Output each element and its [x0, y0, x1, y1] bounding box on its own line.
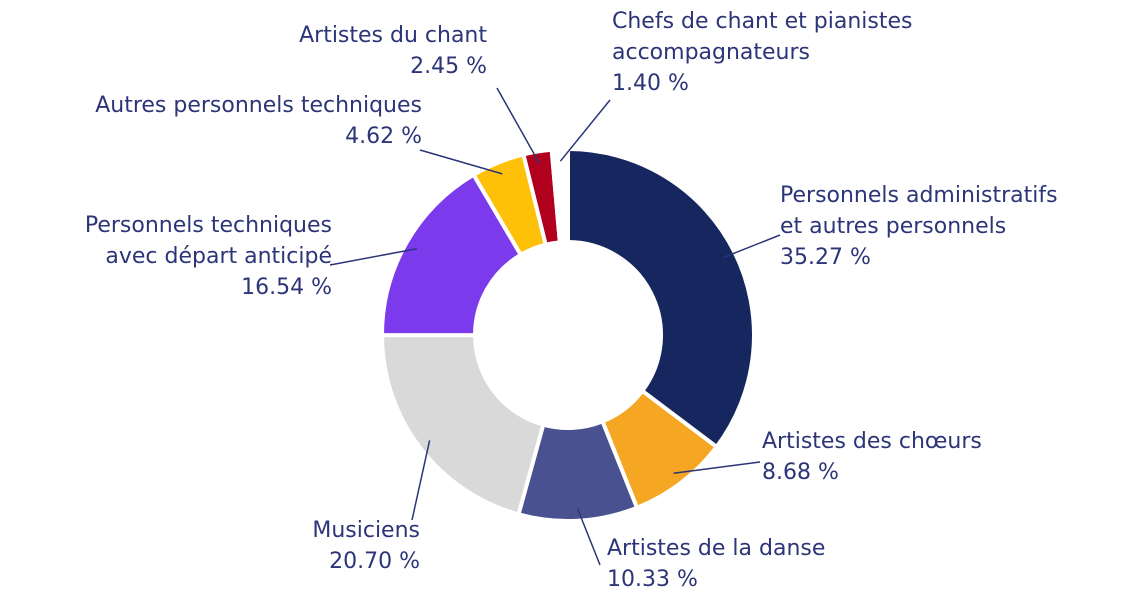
slice-label: accompagnateurs	[612, 40, 810, 65]
slice-label: Autres personnels techniques	[95, 93, 422, 118]
slice-label: Artistes du chant	[299, 23, 487, 48]
value-label: 8.68 %	[762, 460, 839, 485]
slice-label: Personnels techniques	[85, 213, 332, 238]
leader-line	[673, 461, 761, 474]
leader-line	[559, 99, 611, 162]
donut-slice	[379, 333, 546, 517]
value-label: 10.33 %	[607, 567, 698, 592]
value-label: 1.40 %	[612, 71, 689, 96]
donut-slice	[549, 146, 570, 245]
slice-label: Personnels administratifs	[780, 183, 1058, 208]
value-label: 4.62 %	[345, 124, 422, 149]
leader-line	[576, 508, 601, 566]
slice-label: Musiciens	[312, 518, 420, 543]
leader-line	[411, 440, 431, 521]
leader-line	[723, 234, 781, 259]
leader-line	[419, 149, 503, 175]
donut-slice	[566, 146, 756, 450]
value-label: 35.27 %	[780, 245, 871, 270]
value-label: 2.45 %	[410, 54, 487, 79]
value-label: 16.54 %	[241, 275, 332, 300]
slice-label: Artistes de la danse	[607, 536, 825, 561]
leader-line	[329, 247, 418, 266]
slice-label: Chefs de chant et pianistes	[612, 9, 912, 34]
leader-line	[496, 87, 541, 164]
donut-slice	[379, 171, 524, 338]
slice-label: Artistes des chœurs	[762, 429, 982, 454]
value-label: 20.70 %	[329, 549, 420, 574]
slice-label: et autres personnels	[780, 214, 1006, 239]
slice-label: avec départ anticipé	[105, 244, 332, 269]
